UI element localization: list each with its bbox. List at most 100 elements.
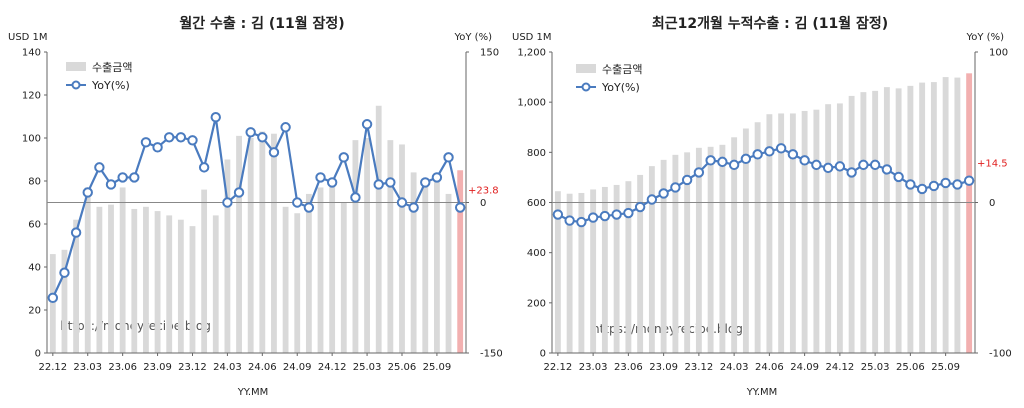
left-tick-label: 140 [22,48,41,59]
bar [695,147,702,353]
left-tick-label: 120 [22,91,41,102]
x-tick-label: 23.12 [685,362,714,373]
yoy-point [47,292,59,304]
bar [895,88,902,354]
right-tick-label: -150 [480,349,503,360]
x-tick-label: 23.03 [73,362,102,373]
yoy-point [681,174,693,186]
left-tick-label: 0 [35,349,41,360]
bar [143,206,149,353]
right-tick-label: 0 [480,198,486,209]
bar [731,137,738,353]
bar [789,113,796,353]
yoy-point [670,182,681,193]
yoy-point [717,156,728,168]
legend-bar-swatch [66,62,86,71]
bar [719,144,726,353]
bar [907,85,914,354]
bar [684,152,691,353]
yoy-point [315,172,326,183]
x-tick-label: 22.12 [38,362,67,373]
left-axis-unit: USD 1M [512,32,552,43]
bar [61,249,68,353]
bar [848,95,855,354]
legend-line-label: YoY(%) [601,81,640,94]
right-axis-unit: YoY (%) [966,32,1005,43]
bar [590,189,597,353]
bar [445,193,452,353]
x-tick-label: 25.03 [861,362,890,373]
x-tick-label: 25.09 [931,362,960,373]
yoy-point [443,152,454,163]
bar [259,131,266,353]
yoy-point [728,159,740,171]
bar [177,219,184,353]
left-tick-label: 100 [22,134,41,145]
bar [625,181,632,353]
bar [271,133,277,353]
yoy-point [846,167,857,178]
yoy-point [881,164,893,175]
yoy-point [858,159,869,171]
legend-line-marker [581,82,591,92]
legend: 수출금액 YoY(%) [66,61,132,92]
yoy-point [799,155,810,166]
yoy-point [82,187,93,198]
x-tick-label: 23.06 [108,362,137,373]
yoy-point [268,147,280,158]
yoy-line [51,116,462,299]
bar [247,138,254,353]
bar [282,206,289,353]
bar [825,104,832,353]
left-tick-label: 400 [527,248,546,259]
yoy-point [303,202,315,213]
bar [131,208,138,353]
yoy-point [587,212,599,223]
right-tick-label: -100 [989,349,1012,360]
x-tick-label: 23.03 [579,362,608,373]
yoy-point [233,187,245,198]
monthly-export-chart: 월간 수출 : 김 (11월 잠정) USD 1M YoY (%) YY.MM … [8,15,503,398]
chart-title: 월간 수출 : 김 (11월 잠정) [179,15,344,32]
yoy-point [764,146,775,157]
yoy-point [834,161,846,172]
yoy-point [152,142,163,153]
bar [872,90,879,353]
cumulative-export-chart: 최근12개월 누적수출 : 김 (11월 잠정) USD 1M YoY (%) … [512,15,1012,398]
x-axis-title: YY.MM [746,387,778,398]
yoy-point [175,132,187,143]
bar [329,181,336,353]
bar [954,77,961,353]
yoy-point [963,175,975,186]
bar [224,159,231,353]
bar [754,122,761,353]
yoy-point [905,179,916,190]
yoy-point [210,112,221,123]
bar [919,82,926,353]
bar [813,109,820,353]
yoy-point [361,119,373,130]
yoy-point [740,153,752,165]
yoy-point [623,207,634,219]
yoy-point [187,135,198,146]
left-axis-unit: USD 1M [8,32,48,43]
x-tick-label: 24.06 [248,362,277,373]
bar [340,202,347,353]
yoy-point [292,197,303,208]
bar [364,138,370,353]
yoy-point [140,137,152,148]
bar [766,114,773,354]
bar [860,92,867,353]
last-value-label: +14.5 [977,159,1008,170]
x-tick-label: 24.09 [283,362,312,373]
yoy-point [822,162,834,174]
left-tick-label: 40 [28,263,41,274]
yoy-point [59,267,70,278]
x-tick-label: 23.06 [614,362,643,373]
x-tick-label: 24.06 [755,362,784,373]
bar [648,166,655,353]
yoy-point [385,177,396,188]
left-tick-label: 200 [527,298,546,309]
left-tick-label: 80 [28,177,41,188]
yoy-point [576,216,587,228]
